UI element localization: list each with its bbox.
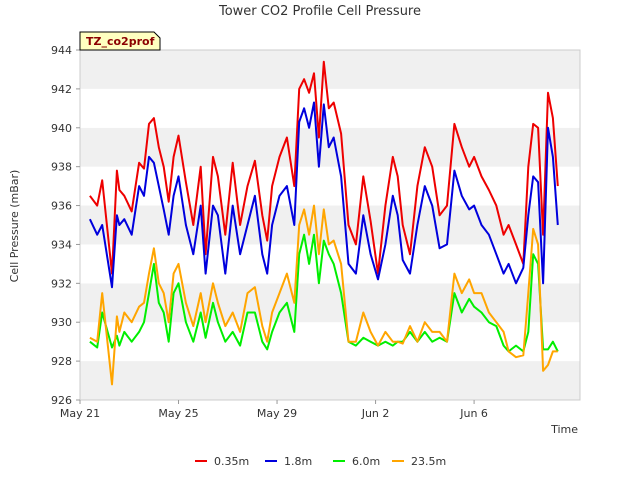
grid-band bbox=[80, 50, 580, 89]
x-tick-label: Jun 2 bbox=[361, 407, 390, 420]
grid-band bbox=[80, 283, 580, 323]
legend: 0.35m 1.8m 6.0m 23.5m bbox=[195, 455, 446, 468]
y-tick-label: 928 bbox=[51, 355, 72, 368]
grid-band bbox=[80, 127, 580, 167]
grid-band bbox=[80, 244, 580, 284]
x-axis-ticks: May 21 May 25 May 29 Jun 2 Jun 6 bbox=[60, 400, 488, 420]
y-tick-label: 932 bbox=[51, 277, 72, 290]
y-tick-label: 942 bbox=[51, 83, 72, 96]
grid-band bbox=[80, 166, 580, 206]
x-tick-label: May 29 bbox=[257, 407, 297, 420]
series-line-23.5m bbox=[89, 204, 558, 386]
series-line-0.35m bbox=[89, 60, 559, 275]
y-tick-label: 926 bbox=[51, 394, 72, 407]
x-axis-label: Time bbox=[550, 423, 578, 436]
x-tick-label: May 25 bbox=[158, 407, 198, 420]
plot-frame bbox=[79, 49, 581, 401]
y-tick-label: 940 bbox=[51, 122, 72, 135]
station-tag-box bbox=[79, 31, 161, 51]
y-tick-label: 936 bbox=[51, 200, 72, 213]
series-line-1.8m bbox=[88, 101, 559, 289]
grid-band bbox=[80, 205, 580, 245]
series-line-6.0m bbox=[89, 233, 559, 353]
y-axis-ticks: 926 928 930 932 934 936 938 940 942 944 bbox=[51, 44, 80, 407]
grid-band bbox=[80, 322, 580, 362]
chart-title: Tower CO2 Profile Cell Pressure bbox=[218, 4, 421, 19]
x-tick-label: May 21 bbox=[60, 407, 100, 420]
y-tick-label: 944 bbox=[51, 44, 72, 57]
legend-label: 6.0m bbox=[352, 455, 380, 468]
station-tag-label: TZ_co2prof bbox=[86, 35, 155, 48]
y-tick-label: 930 bbox=[51, 316, 72, 329]
legend-label: 23.5m bbox=[411, 455, 446, 468]
grid-band bbox=[80, 361, 580, 400]
legend-label: 0.35m bbox=[214, 455, 249, 468]
x-tick-label: Jun 6 bbox=[459, 407, 488, 420]
legend-label: 1.8m bbox=[284, 455, 312, 468]
station-tag: TZ_co2prof bbox=[79, 31, 161, 51]
y-axis-label: Cell Pressure (mBar) bbox=[8, 170, 21, 283]
y-tick-label: 938 bbox=[51, 161, 72, 174]
y-tick-label: 934 bbox=[51, 238, 72, 251]
series-layer bbox=[88, 60, 559, 386]
